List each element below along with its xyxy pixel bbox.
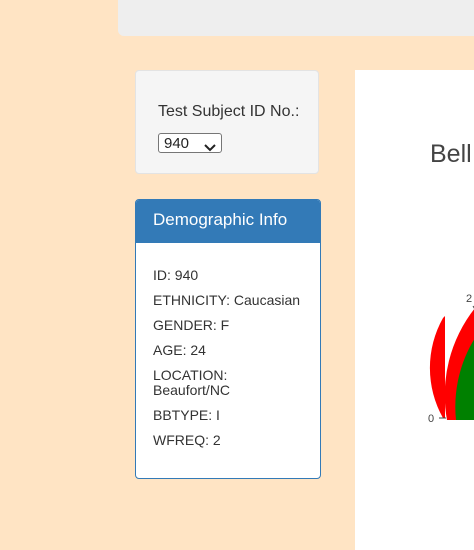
demographic-list: ID: 940 ETHNICITY: Caucasian GENDER: F A… <box>136 243 320 448</box>
subject-selector-well: Test Subject ID No.: 940 <box>135 70 319 174</box>
subject-id-select[interactable]: 940 <box>158 133 222 153</box>
demographic-row: ETHNICITY: Caucasian <box>153 292 301 308</box>
panel-title: Demographic Info <box>136 200 320 243</box>
demographic-row: WFREQ: 2 <box>153 432 221 448</box>
gauge-chart: 0 2 <box>428 293 474 425</box>
gauge-tick-label-0: 0 <box>428 413 434 425</box>
demographic-row: LOCATION: Beaufort/NC <box>153 367 231 398</box>
gauge-title: Bell <box>430 140 472 168</box>
subject-id-label: Test Subject ID No.: <box>158 103 300 120</box>
demographic-row: ID: 940 <box>153 267 199 283</box>
chevron-down-icon <box>204 139 216 156</box>
subject-id-value: 940 <box>164 135 190 152</box>
gauge-tick-label-2: 2 <box>466 293 472 305</box>
demographic-row: BBTYPE: I <box>153 407 220 423</box>
gauge-outer-band <box>429 316 445 418</box>
demographic-info-panel: Demographic Info ID: 940 ETHNICITY: Cauc… <box>135 199 321 479</box>
gauge-inner-fill <box>455 339 474 420</box>
gauge-chart-card: Bell 0 2 <box>355 70 474 550</box>
header-banner <box>118 0 474 36</box>
demographic-row: GENDER: F <box>153 317 230 333</box>
demographic-row: AGE: 24 <box>153 342 206 358</box>
